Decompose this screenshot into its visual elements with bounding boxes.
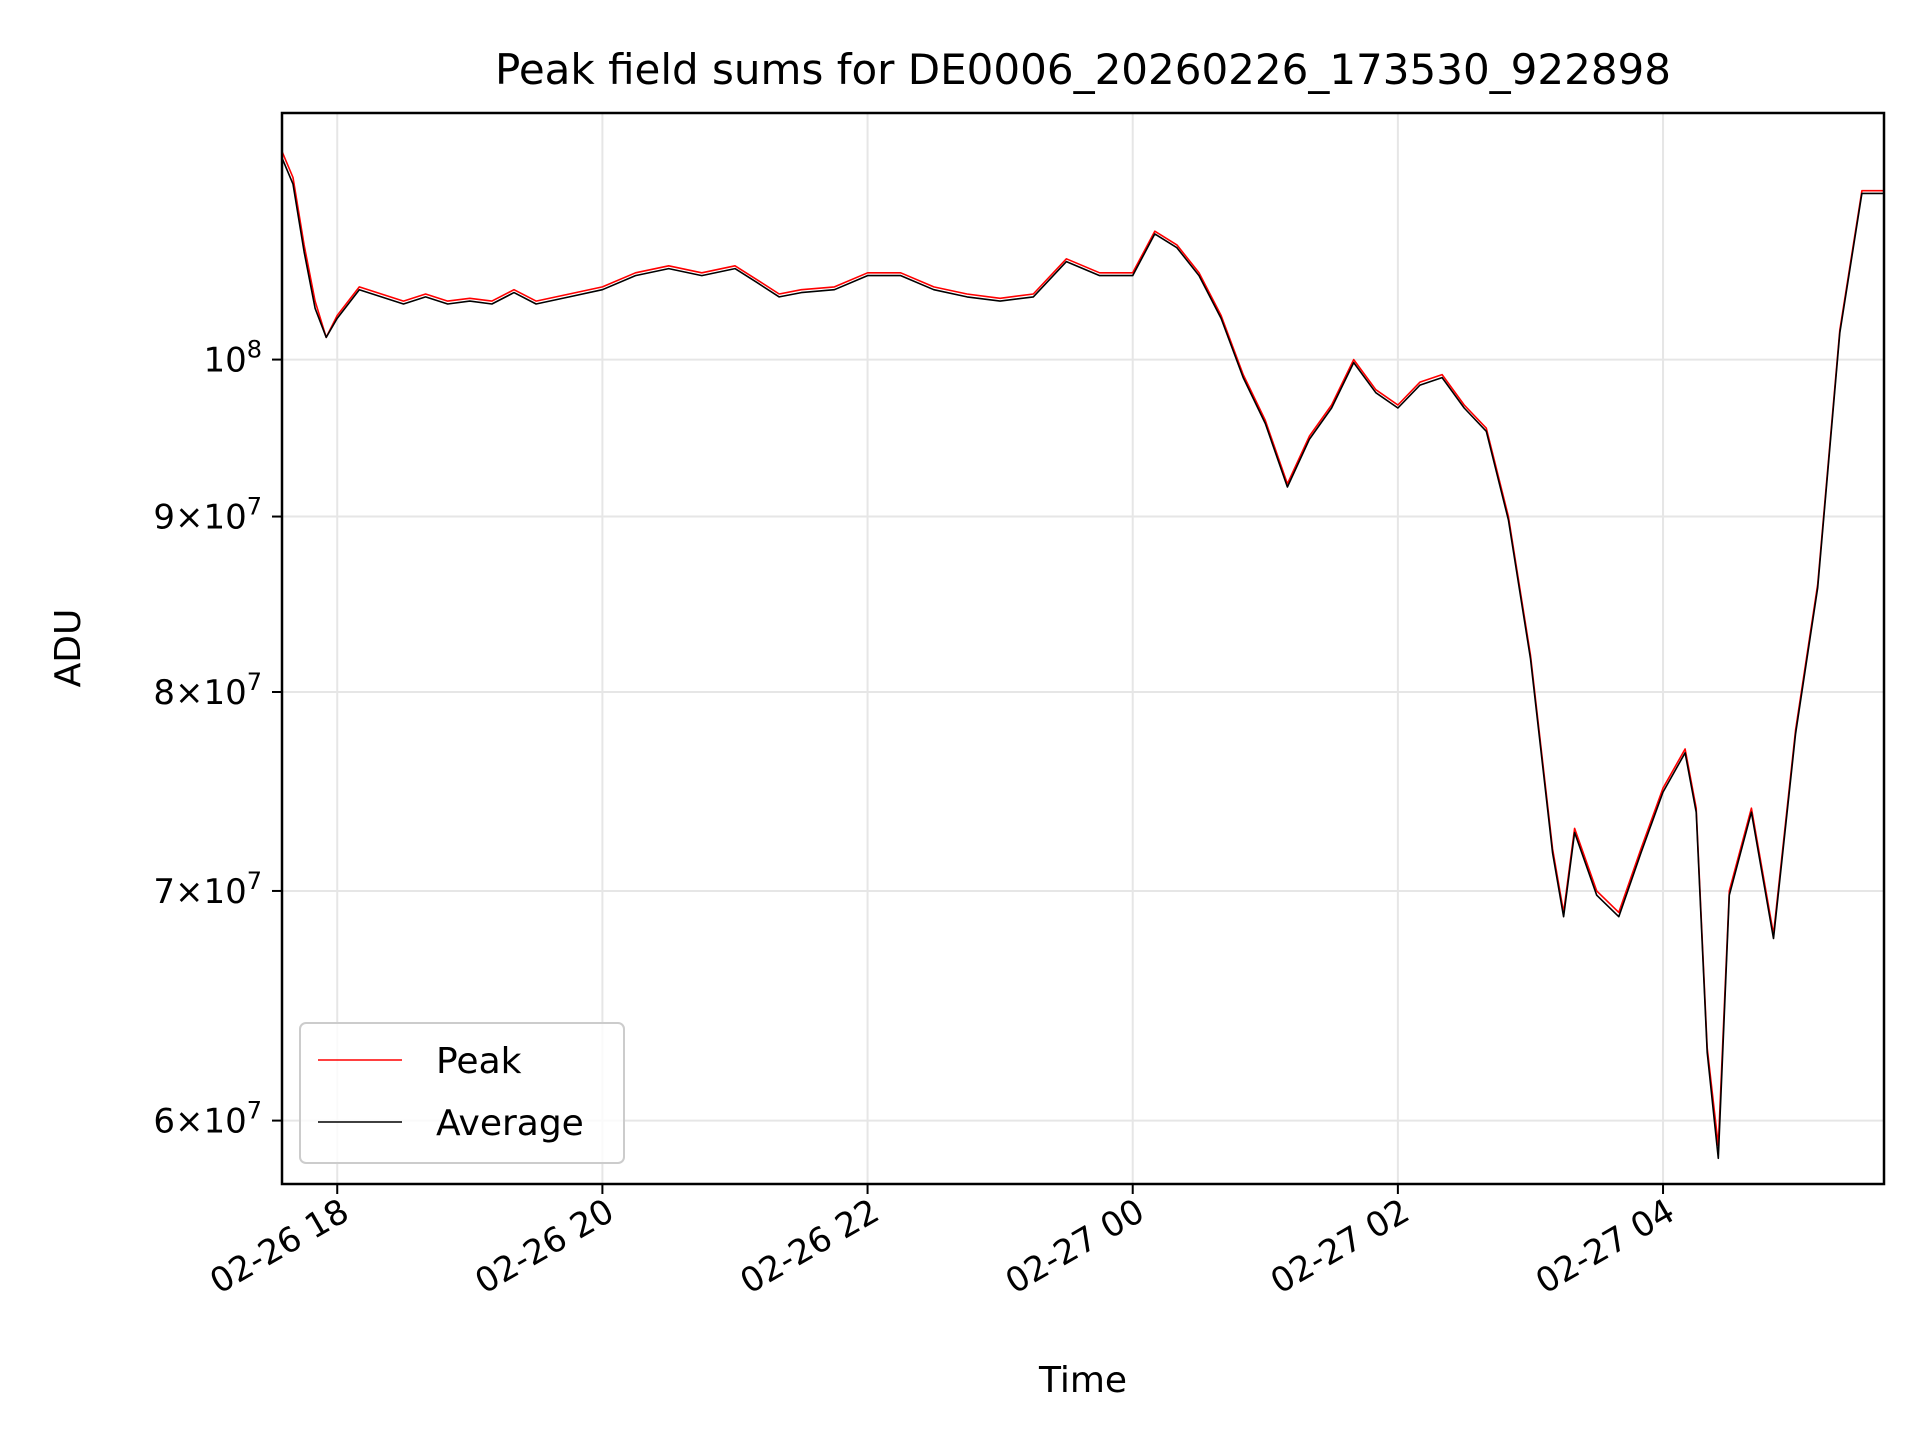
legend: Peak Average [299, 1022, 625, 1164]
y-tick-label: 8×107 [153, 668, 262, 713]
y-tick-label: 9×107 [153, 493, 262, 538]
legend-average-label: Average [436, 1103, 584, 1144]
y-tick-label: 7×107 [153, 867, 262, 912]
series-average-line [281, 157, 1884, 1160]
legend-peak-label: Peak [436, 1041, 522, 1082]
y-tick-label: 108 [203, 336, 262, 381]
plot-area-frame [280, 111, 1886, 1186]
x-axis-title: Time [1038, 1360, 1127, 1401]
series-peak-line [281, 151, 1884, 1147]
legend-box [299, 1022, 625, 1164]
chart-title: Peak field sums for DE0006_20260226_1735… [495, 45, 1671, 94]
grid [282, 113, 1884, 1184]
plot-lines [281, 151, 1884, 1160]
y-axis-title: ADU [48, 609, 89, 688]
y-axis-ticks: 6×107 7×107 8×107 9×107 108 [153, 336, 282, 1142]
y-tick-label: 6×107 [153, 1097, 262, 1142]
